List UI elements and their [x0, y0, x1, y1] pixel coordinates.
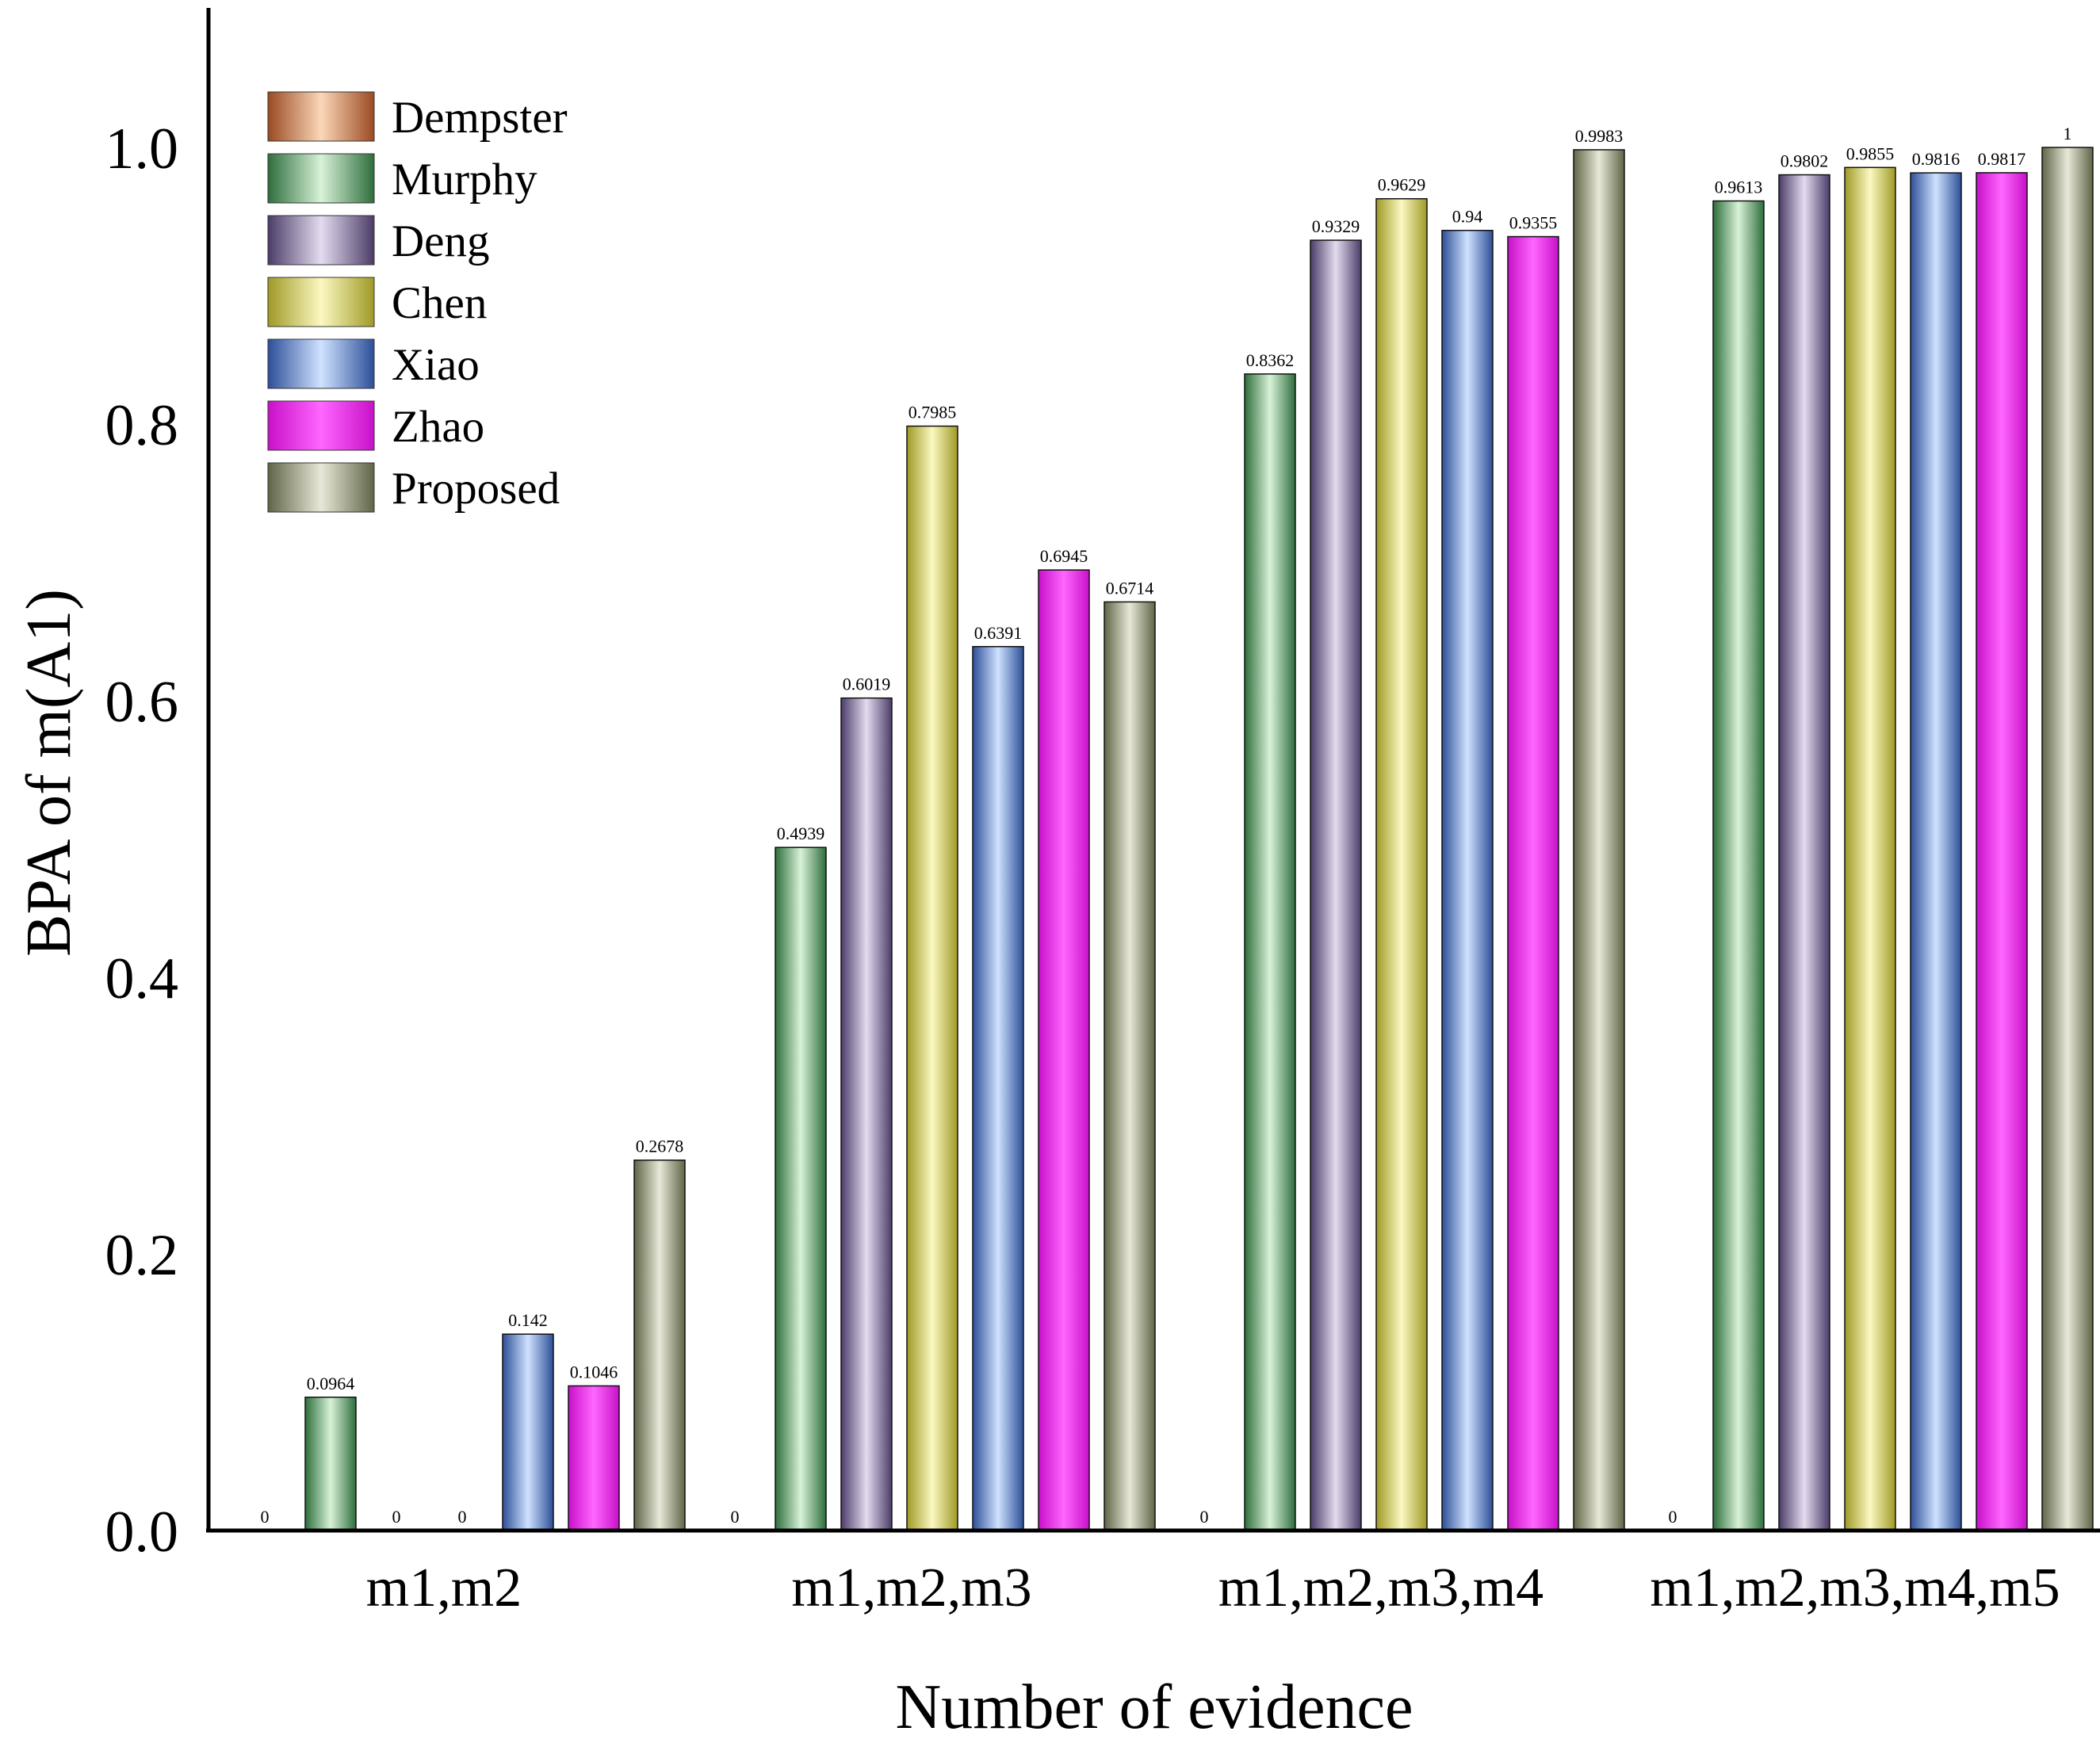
legend-label-dempster: Dempster: [392, 93, 568, 143]
legend-label-deng: Deng: [392, 216, 489, 266]
bar-value-label: 0.8362: [1246, 350, 1295, 370]
x-category-label: m1,m2,m3,m4: [1218, 1557, 1543, 1619]
bar-value-label: 0.0964: [307, 1374, 355, 1393]
bar-value-label: 0.142: [508, 1310, 548, 1330]
x-category-label: m1,m2,m3,m4,m5: [1650, 1557, 2060, 1619]
bar-chen-2: [906, 425, 958, 1531]
bar-value-label: 0.6019: [843, 675, 891, 694]
legend-label-xiao: Xiao: [392, 340, 480, 390]
bar-proposed-3: [1573, 149, 1625, 1531]
y-tick-label: 1.0: [105, 117, 179, 182]
legend-label-chen: Chen: [392, 278, 487, 328]
legend-swatch-dempster: [267, 91, 375, 142]
bar-value-label: 0.4939: [777, 824, 825, 843]
bar-value-label: 0.6945: [1040, 546, 1088, 566]
bar-value-label: 0.9855: [1846, 143, 1895, 163]
bar-value-label: 1: [2064, 124, 2072, 143]
bar-murphy-1: [304, 1397, 357, 1531]
bar-xiao-1: [502, 1333, 554, 1531]
bar-murphy-2: [775, 847, 827, 1531]
legend-label-proposed: Proposed: [392, 464, 560, 514]
y-tick-label: 0.6: [105, 670, 179, 735]
x-category-label: m1,m2,m3: [791, 1557, 1031, 1619]
bar-xiao-2: [972, 646, 1024, 1531]
bar-value-label: 0.9817: [1978, 149, 2026, 169]
bar-value-label: 0.9355: [1509, 213, 1558, 233]
bar-murphy-4: [1712, 200, 1765, 1531]
bar-value-label: 0: [1200, 1507, 1209, 1527]
legend-swatch-chen: [267, 277, 375, 327]
y-tick-label: 0.0: [105, 1500, 179, 1565]
bar-value-label: 0.6391: [974, 623, 1023, 643]
bar-value-label: 0.1046: [570, 1362, 618, 1382]
bar-value-label: 0: [731, 1507, 740, 1527]
x-category-label: m1,m2: [366, 1557, 522, 1619]
x-axis-title: Number of evidence: [895, 1672, 1413, 1739]
bar-value-label: 0.2678: [636, 1137, 684, 1156]
bar-chen-4: [1844, 166, 1896, 1531]
axes: [206, 8, 2100, 1533]
y-axis-title: BPA of m(A1): [14, 589, 84, 957]
bar-value-label: 0.9329: [1312, 216, 1360, 236]
y-tick-label: 0.4: [105, 946, 179, 1011]
bar-zhao-2: [1038, 569, 1090, 1531]
bar-proposed-4: [2041, 147, 2094, 1531]
legend-swatch-xiao: [267, 338, 375, 389]
bar-chen-3: [1375, 197, 1428, 1531]
legend-swatch-murphy: [267, 153, 375, 204]
y-tick-label: 0.8: [105, 393, 179, 458]
bar-xiao-4: [1910, 172, 1962, 1531]
bar-value-label: 0: [458, 1507, 467, 1527]
bar-deng-2: [840, 697, 893, 1531]
legend-label-zhao: Zhao: [392, 402, 484, 452]
bar-value-label: 0: [1669, 1507, 1677, 1527]
bar-value-label: 0.9613: [1715, 178, 1763, 197]
bars-layer: [304, 147, 2094, 1531]
bar-xiao-3: [1441, 229, 1494, 1531]
bar-proposed-1: [633, 1159, 686, 1531]
bar-zhao-3: [1507, 235, 1559, 1531]
bar-value-label: 0.94: [1452, 207, 1483, 227]
legend-label-murphy: Murphy: [392, 155, 537, 204]
legend-swatch-proposed: [267, 462, 375, 513]
bar-value-label: 0: [392, 1507, 401, 1527]
bar-deng-3: [1310, 239, 1362, 1531]
bar-zhao-1: [568, 1385, 620, 1531]
legend-swatch-deng: [267, 215, 375, 266]
y-tick-labels: 0.0 0.2 0.4 0.6 0.8 1.0: [105, 117, 179, 1565]
bar-zhao-4: [1976, 172, 2028, 1531]
bar-proposed-2: [1104, 601, 1156, 1531]
bar-value-label: 0.9816: [1912, 149, 1960, 169]
y-tick-label: 0.2: [105, 1223, 179, 1288]
legend: Dempster Murphy Deng Chen Xiao Zhao Proposed: [267, 91, 568, 514]
bar-murphy-3: [1244, 373, 1296, 1531]
bar-value-label: 0.7985: [908, 403, 957, 422]
x-category-labels: m1,m2 m1,m2,m3 m1,m2,m3,m4 m1,m2,m3,m4,m5: [366, 1557, 2060, 1619]
bar-value-label: 0.6714: [1106, 578, 1154, 598]
bar-value-label: 0: [261, 1507, 270, 1527]
bar-value-label: 0.9629: [1378, 175, 1426, 195]
bar-labels-layer: 0 0.0964 0 0 0.142 0.1046 0.2678 0 0.4939 0.6019 0…: [261, 124, 2072, 1527]
bar-value-label: 0.9983: [1575, 126, 1624, 146]
bar-value-label: 0.9802: [1781, 151, 1829, 171]
legend-swatch-zhao: [267, 400, 375, 451]
bar-deng-4: [1778, 174, 1830, 1531]
